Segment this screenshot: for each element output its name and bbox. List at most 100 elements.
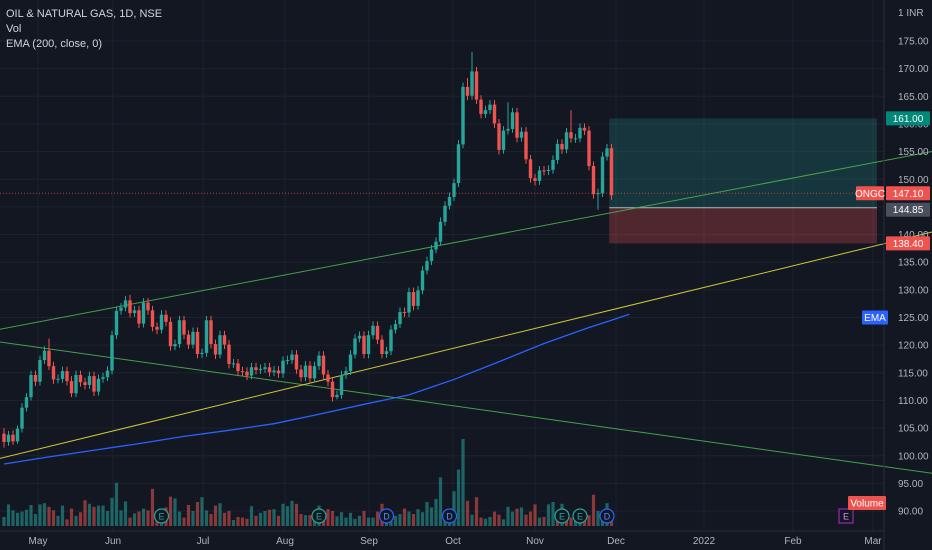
volume-bar — [200, 497, 204, 526]
earnings-icon — [153, 508, 170, 524]
candle-body — [92, 376, 96, 392]
candle-body — [240, 371, 245, 373]
candle-body — [101, 377, 105, 379]
volume-bar — [128, 517, 132, 526]
volume-bar — [20, 511, 24, 526]
volume-bar — [33, 514, 38, 526]
volume-bar — [249, 506, 254, 526]
candle-body — [110, 335, 114, 371]
volume-bar — [236, 517, 240, 526]
volume-bar — [15, 512, 20, 526]
trendlines[interactable] — [0, 148, 932, 475]
candle-body — [573, 138, 578, 140]
volume-bar — [452, 491, 456, 526]
x-axis-ticks[interactable]: May Jun Jul Aug Sep Oct Nov Dec 2022 Feb Mar — [29, 536, 883, 547]
candle-body — [416, 290, 420, 306]
x-tick-label: Nov — [526, 536, 544, 547]
earnings-icon — [311, 508, 327, 524]
candle-body — [60, 371, 65, 379]
long-position-zones[interactable] — [609, 118, 877, 244]
candle-body — [564, 132, 569, 150]
volume-bar — [213, 505, 218, 526]
candle-body — [537, 170, 542, 181]
volume-bar — [209, 514, 213, 526]
y-axis-ticks[interactable]: 1 INR175.00170.00165.00160.00155.00150.0… — [898, 8, 929, 518]
candle-body — [479, 99, 483, 114]
volume-bar — [11, 510, 15, 526]
volume-bar — [416, 509, 420, 526]
event-label: D — [383, 512, 390, 522]
volume-bar — [335, 516, 339, 526]
volume-bar — [461, 439, 465, 526]
volume-bar — [222, 512, 227, 526]
candle-body — [267, 367, 272, 373]
volume-bar — [515, 508, 519, 526]
candle-body — [474, 71, 479, 100]
candle-body — [200, 352, 204, 354]
candle-body — [137, 310, 141, 324]
candle-body — [393, 324, 398, 330]
x-tick-label: Feb — [784, 536, 802, 547]
y-tick-label: 105.00 — [898, 424, 929, 435]
volume-bar — [254, 515, 258, 526]
y-tick-label: 140.00 — [898, 230, 929, 241]
candle-body — [276, 370, 281, 374]
candle-body — [353, 338, 357, 355]
candle-body — [33, 375, 38, 382]
trendline — [0, 341, 932, 474]
stop-zone — [609, 207, 877, 244]
volume-bar — [56, 515, 60, 526]
trendline — [0, 151, 932, 330]
chart-legend: OIL & NATURAL GAS, 1D, NSE Vol EMA (200,… — [6, 7, 162, 52]
symbol-tag: ONGC — [855, 189, 885, 200]
event-label: E — [158, 512, 164, 522]
volume-bar — [231, 520, 236, 526]
candle-body — [578, 127, 582, 139]
y-tick-label: 95.00 — [898, 479, 923, 490]
legend-volume[interactable]: Vol — [6, 23, 22, 35]
price-tags: 161.00 147.10 144.85 138.40 EMA Volume ONGC — [0, 111, 930, 510]
volume-tag-bg — [848, 496, 886, 510]
event-label: D — [604, 512, 611, 522]
ema-polyline — [3, 313, 630, 465]
candle-body — [114, 310, 119, 336]
candle-body — [312, 366, 317, 379]
volume-bar — [285, 506, 290, 526]
volume-bar — [132, 513, 137, 526]
candle-body — [168, 321, 173, 347]
candle-body — [452, 183, 456, 197]
legend-ema[interactable]: EMA (200, close, 0) — [6, 38, 102, 50]
volume-bar — [294, 503, 299, 526]
volume-bar — [524, 514, 528, 526]
candle-body — [263, 367, 267, 369]
candle-body — [186, 334, 191, 345]
volume-bar — [146, 510, 150, 526]
y-tick-label: 135.00 — [898, 258, 929, 269]
candle-body — [132, 310, 137, 314]
candlesticks — [2, 52, 614, 448]
volume-bar — [186, 505, 191, 526]
last-price-tag-bg — [886, 186, 930, 201]
candle-body — [506, 128, 510, 131]
candle-body — [357, 335, 362, 339]
candle-body — [371, 325, 375, 336]
stop-price-tag-bg — [886, 236, 930, 251]
x-tick-label: Sep — [360, 536, 378, 547]
candle-body — [317, 355, 321, 367]
candle-body — [609, 148, 614, 196]
volume-bar — [600, 518, 605, 526]
volume-bar — [83, 500, 87, 526]
candle-body — [87, 376, 92, 385]
candle-body — [42, 350, 47, 361]
volume-bar — [366, 517, 371, 526]
candle-body — [348, 354, 353, 372]
volume-bar — [267, 509, 272, 526]
candle-body — [555, 143, 560, 160]
volume-bar — [290, 500, 294, 526]
legend-symbol[interactable]: OIL & NATURAL GAS, 1D, NSE — [6, 8, 163, 20]
candle-body — [2, 433, 6, 442]
volume-bar — [519, 507, 524, 526]
candle-body — [321, 355, 326, 375]
